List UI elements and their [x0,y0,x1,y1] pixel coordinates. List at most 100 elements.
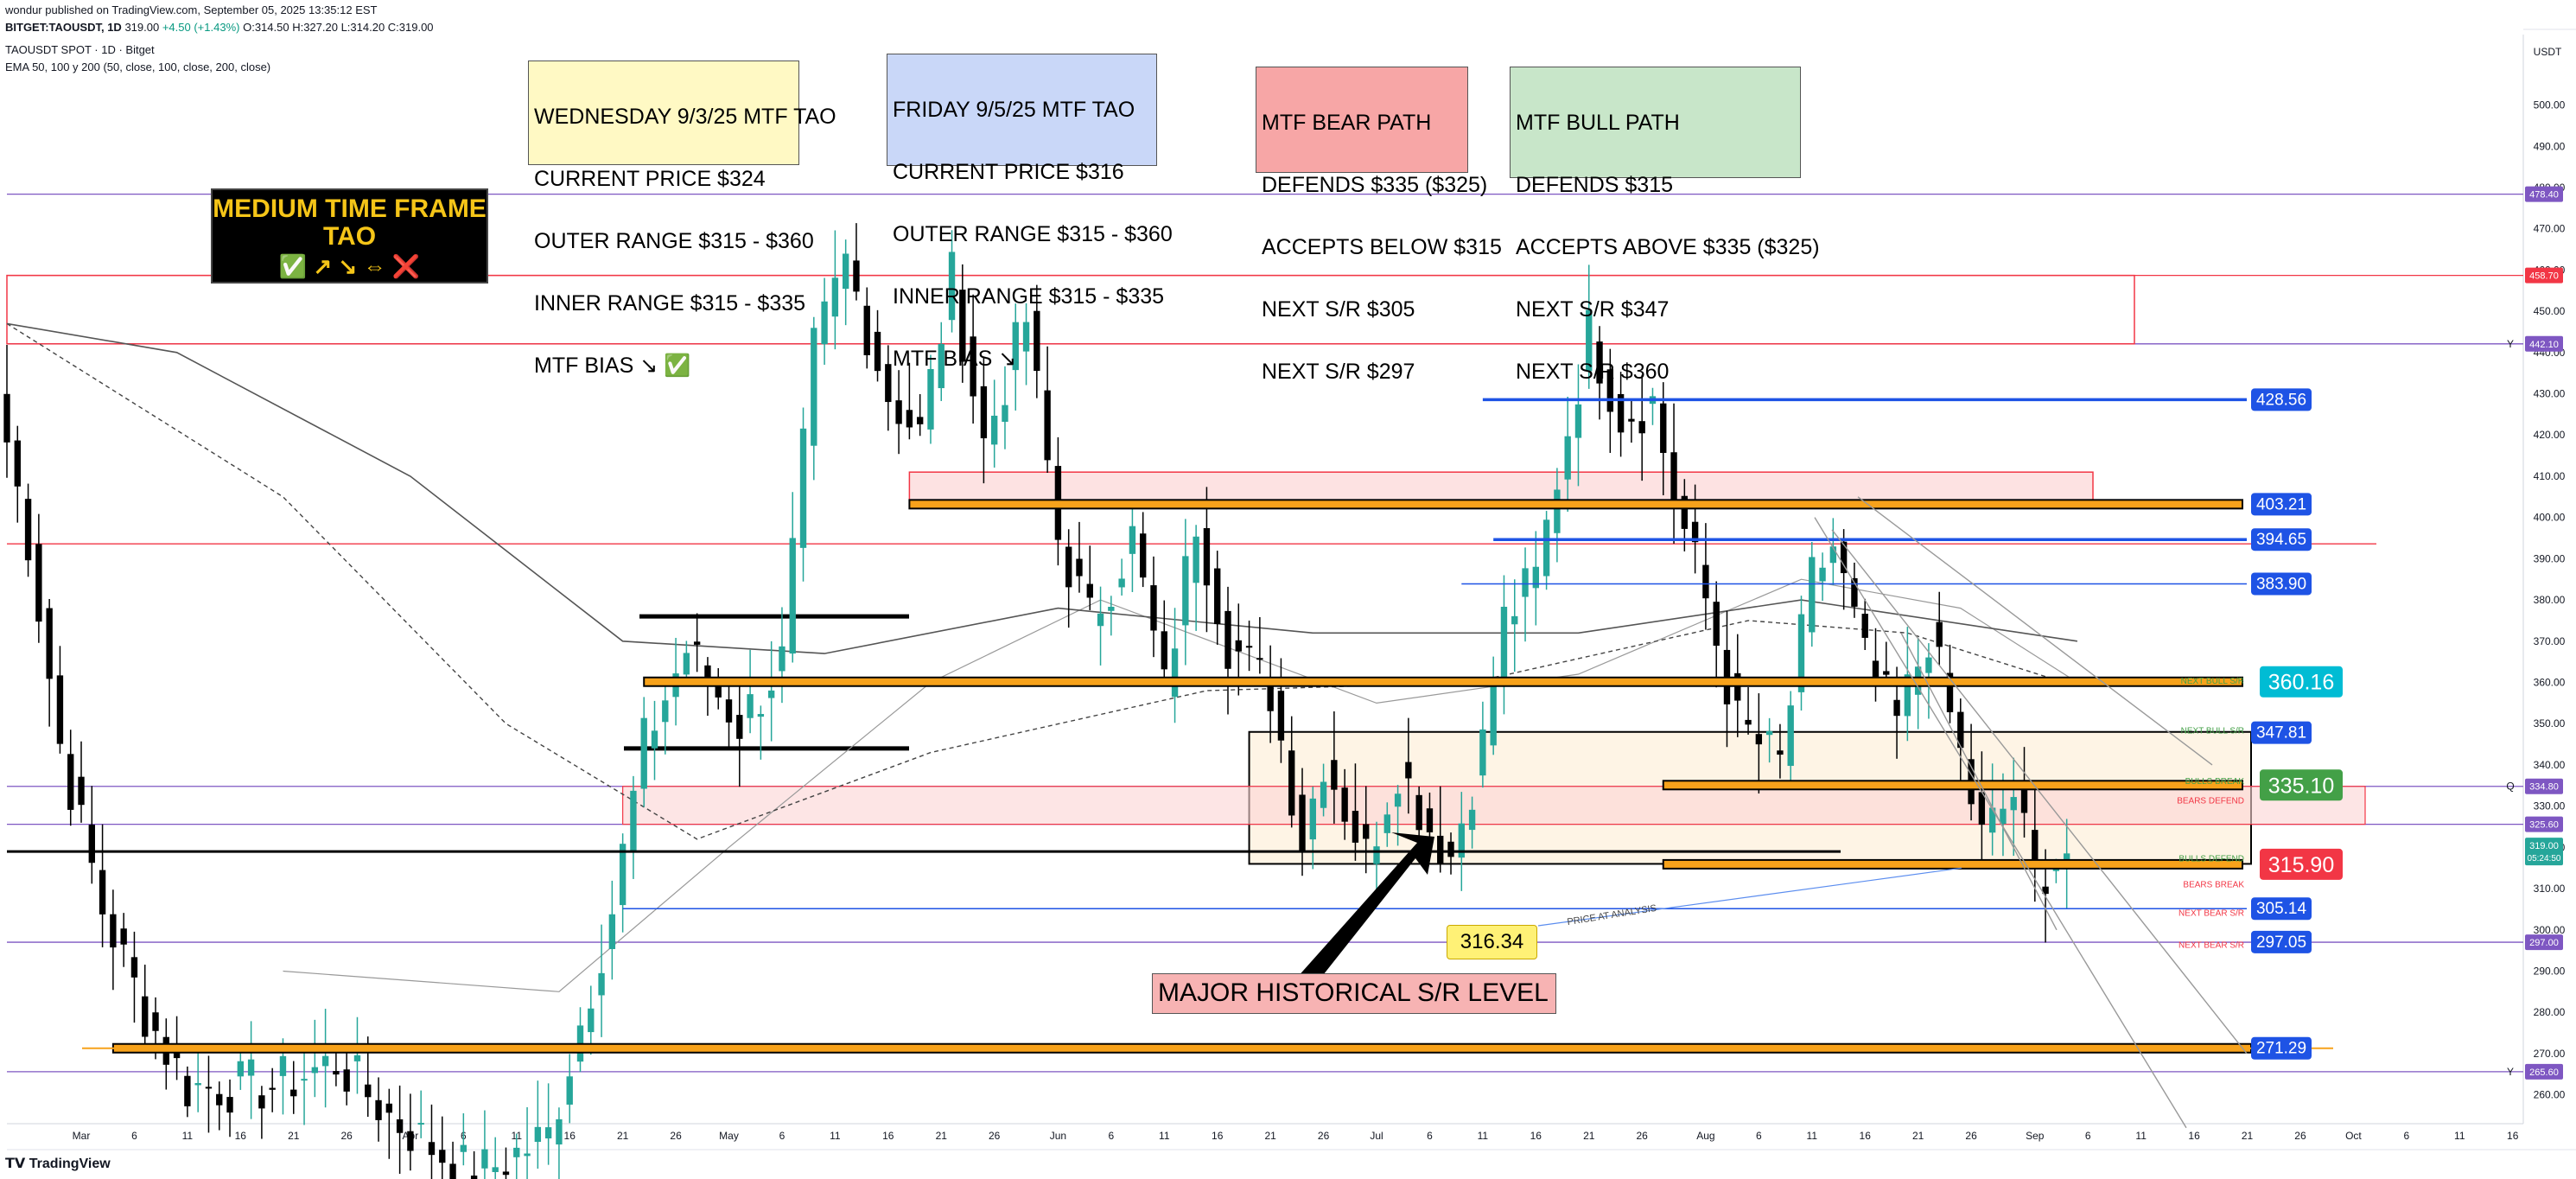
candle-body [990,415,998,445]
candle-body [1809,557,1816,633]
candle-body [1532,566,1540,589]
x-tick-label: Jun [1050,1130,1066,1142]
y-tick-label: 310.00 [2534,883,2566,895]
note-line: CURRENT PRICE $316 [893,160,1124,184]
candle-body [279,1055,287,1076]
candle-body [1617,393,1625,433]
candle-body [906,410,913,428]
candle-body [980,386,988,439]
note-line: NEXT S/R $297 [1262,360,1415,384]
callout-arrow [1296,832,1434,987]
x-tick-label: 21 [1583,1130,1595,1142]
x-tick-label: 21 [1912,1130,1924,1142]
x-tick-label: 26 [670,1130,682,1142]
candle-body [1161,631,1167,670]
price-at-analysis-tag: 316.34 [1447,925,1537,959]
y-tick-label: 260.00 [2534,1089,2566,1101]
candle-body [2020,785,2028,813]
y-tick-label: 410.00 [2534,470,2566,482]
candle-body [1224,610,1231,669]
candle-body [1745,719,1752,725]
price-axis-tag [2525,778,2563,794]
resistance-box [6,274,2135,345]
candle-body [1765,730,1773,736]
x-tick-label: 21 [617,1130,629,1142]
x-tick-label: 21 [936,1130,948,1142]
candle-body [1171,648,1179,698]
candle-body [874,331,881,372]
x-tick-label: 11 [182,1130,194,1142]
level-value-tag [2260,848,2343,880]
candle-body [1394,793,1402,807]
candle-body [1405,762,1412,779]
note-line: MTF BIAS ↘ [893,347,1017,371]
current-price-text: 319.00 [2529,841,2559,851]
candle-body [439,1150,446,1163]
y-tick-label: 300.00 [2534,924,2566,936]
candle-body [863,305,870,355]
candle-body [1681,495,1689,529]
candle-body [662,700,669,723]
x-tick-label: 26 [1318,1130,1330,1142]
candle-body [1022,322,1030,352]
tradingview-logo: 𝗧𝗩 TradingView [5,1155,111,1172]
symbol-label: BITGET:TAOUSDT, 1D [5,21,122,34]
candle-body [556,1118,563,1145]
candle-body [46,608,53,679]
x-tick-label: 6 [2404,1130,2410,1142]
y-tick-label: 450.00 [2534,305,2566,317]
candle-body [534,1126,542,1143]
y-tick-label: 330.00 [2534,800,2566,813]
zone-caption: BEARS BREAK [2183,880,2244,889]
zone-caption: BEARS DEFEND [2177,796,2244,806]
y-tick-label: 490.00 [2534,140,2566,152]
x-tick-label: 16 [1530,1130,1542,1142]
level-value-text: 394.65 [2256,531,2306,549]
candle-body [216,1093,223,1106]
y-tick-label: 470.00 [2534,223,2566,235]
level-value-text: 428.56 [2256,391,2306,409]
candle-body [152,1012,159,1031]
candle-body [811,328,817,446]
x-tick-label: 11 [1478,1130,1489,1142]
note-line: WEDNESDAY 9/3/25 MTF TAO [534,105,836,129]
x-tick-label: 6 [1108,1130,1114,1142]
price-axis-tag [2525,816,2563,832]
x-tick-label: 6 [2085,1130,2091,1142]
note-wednesday: WEDNESDAY 9/3/25 MTF TAO CURRENT PRICE $… [528,61,836,377]
x-tick-label: 16 [1212,1130,1224,1142]
tv-brand: TradingView [29,1157,111,1171]
note-bull-path: MTF BULL PATH DEFENDS $315 ACCEPTS ABOVE… [1510,67,1820,383]
x-tick-label: Jul [1370,1130,1383,1142]
candle-body [1129,526,1136,554]
level-value-tag [2251,897,2312,921]
candle-body [1341,787,1348,822]
price-axis-tag [2525,186,2563,202]
mtf-title-line1: MEDIUM TIME FRAME [213,194,487,223]
candle-body [1851,577,1858,607]
price-axis-tag [2525,267,2563,284]
x-tick-label: 6 [779,1130,786,1142]
mtf-title-line2: TAO [322,222,377,251]
candle-body [2010,797,2017,811]
candle-body [1097,613,1104,627]
candle-body [1500,606,1508,678]
candle-body [1214,568,1221,625]
candle-body [948,252,956,321]
note-line: NEXT S/R $305 [1262,297,1415,322]
candle-body [1840,541,1848,574]
price-axis-tag [2525,335,2563,352]
candle-body [1829,546,1837,564]
x-tick-label: 11 [1159,1130,1170,1142]
candle-body [1140,533,1147,578]
candle-body [608,914,616,949]
x-tick-label: 21 [2242,1130,2254,1142]
candle-body [35,544,42,622]
candle-body [1925,657,1932,673]
candle-body [333,1071,340,1075]
note-line: MTF BULL PATH [1516,111,1680,135]
candle-body [1118,578,1125,588]
candle-body [1988,807,1996,833]
